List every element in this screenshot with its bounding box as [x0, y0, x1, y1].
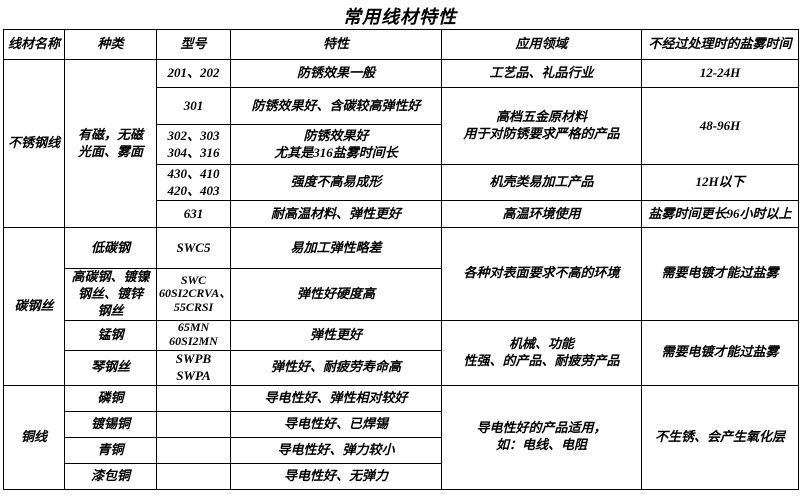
- model-cell: [156, 410, 231, 438]
- table-row: 琴钢丝 SWPB SWPA 弹性好、耐疲劳寿命高: [4, 349, 799, 386]
- model-cell: [156, 462, 231, 490]
- page-title: 常用线材特性: [343, 7, 457, 27]
- table-row: 镀锡铜 导电性好、已焊锡: [4, 410, 799, 438]
- table-row: 锰钢 65MN 60SI2MN 弹性更好 机械、功能 性强、的产品、耐疲劳产品 …: [4, 319, 799, 386]
- model-cell: [156, 436, 231, 464]
- trait-cell: 耐高温材料、弹性更好: [230, 200, 442, 228]
- application-cell: 高温环境使用: [441, 200, 642, 228]
- header-material: 线材名称: [3, 29, 65, 60]
- model-cell: SWC5: [156, 227, 231, 269]
- model-cell: 201、202: [156, 59, 231, 88]
- type-cell: 漆包铜: [64, 462, 157, 490]
- type-cell: 琴钢丝: [64, 349, 157, 386]
- header-trait: 特性: [230, 29, 442, 60]
- trait-cell: 弹性更好: [230, 319, 442, 351]
- trait-cell: 防锈效果好、含碳较高弹性好: [230, 87, 442, 125]
- application-cell: 各种对表面要求不高的环境: [441, 227, 642, 321]
- type-cell: 高碳钢、镀镍 钢丝、镀锌 钢丝: [64, 268, 157, 321]
- trait-cell: 防锈效果一般: [230, 59, 442, 88]
- table-row: 430、410 420、403 强度不高易成形 机壳类易加工产品 12H以下: [4, 164, 799, 201]
- table-row: 高碳钢、镀镍 钢丝、镀锌 钢丝 SWC 60SI2CRVA、 55CRSI 弹性…: [4, 268, 799, 321]
- table-row: 302、303 304、316 防锈效果好 尤其是316盐雾时间长: [4, 124, 799, 165]
- trait-cell: 防锈效果好 尤其是316盐雾时间长: [230, 124, 442, 165]
- header-salt-spray: 不经过处理时的盐雾时间: [641, 29, 799, 60]
- type-cell: 磷铜: [64, 384, 157, 412]
- model-cell: 301: [156, 87, 231, 125]
- trait-cell: 弹性好硬度高: [230, 268, 442, 321]
- salt-spray-cell: 需要电镀才能过盐雾: [641, 227, 799, 321]
- table-row: 631 耐高温材料、弹性更好 高温环境使用 盐雾时间更长96小时以上: [4, 200, 799, 228]
- type-cell: 低碳钢: [64, 227, 157, 269]
- model-cell: [156, 384, 231, 412]
- header-application: 应用领域: [441, 29, 642, 60]
- material-cell: 碳钢丝: [3, 227, 65, 386]
- salt-spray-cell: 不生锈、会产生氧化层: [641, 384, 799, 490]
- model-cell: 65MN 60SI2MN: [156, 319, 231, 351]
- type-cell: 青铜: [64, 436, 157, 464]
- header-row: 线材名称 种类 型号 特性 应用领域 不经过处理时的盐雾时间: [3, 29, 799, 60]
- model-cell: 302、303 304、316: [156, 124, 231, 165]
- wire-spec-table: 线材名称 种类 型号 特性 应用领域 不经过处理时的盐雾时间 不锈钢线 有磁，无…: [3, 29, 799, 490]
- application-cell: 工艺品、礼品行业: [441, 59, 642, 88]
- table-row: 301 防锈效果好、含碳较高弹性好 高档五金原材料 用于对防锈要求严格的产品 4…: [4, 87, 799, 165]
- salt-spray-cell: 12-24H: [641, 59, 799, 88]
- trait-cell: 导电性好、无弹力: [230, 462, 442, 490]
- trait-cell: 导电性好、已焊锡: [230, 410, 442, 438]
- type-cell: 镀锡铜: [64, 410, 157, 438]
- type-cell: 有磁，无磁 光面、雾面: [64, 59, 157, 228]
- model-cell: SWPB SWPA: [156, 349, 231, 386]
- trait-cell: 弹性好、耐疲劳寿命高: [230, 349, 442, 386]
- application-cell: 机壳类易加工产品: [441, 164, 642, 201]
- header-model: 型号: [156, 29, 231, 60]
- material-cell: 不锈钢线: [3, 59, 65, 228]
- header-type: 种类: [64, 29, 157, 60]
- trait-cell: 导电性好、弹性相对较好: [230, 384, 442, 412]
- table-row: 青铜 导电性好、弹力较小: [4, 436, 799, 464]
- model-cell: SWC 60SI2CRVA、 55CRSI: [156, 268, 231, 321]
- application-cell: 导电性好的产品适用， 如：电线、电阻: [441, 384, 642, 490]
- table-row: 漆包铜 导电性好、无弹力: [4, 462, 799, 490]
- salt-spray-cell: 48-96H: [641, 87, 799, 165]
- trait-cell: 易加工弹性略差: [230, 227, 442, 269]
- application-cell: 机械、功能 性强、的产品、耐疲劳产品: [441, 319, 642, 386]
- application-cell: 高档五金原材料 用于对防锈要求严格的产品: [441, 87, 642, 165]
- type-cell: 锰钢: [64, 319, 157, 351]
- salt-spray-cell: 盐雾时间更长96小时以上: [641, 200, 799, 228]
- salt-spray-cell: 需要电镀才能过盐雾: [641, 319, 799, 386]
- material-cell: 铜线: [3, 384, 65, 490]
- table-row: 不锈钢线 有磁，无磁 光面、雾面 201、202 防锈效果一般 工艺品、礼品行业…: [3, 59, 799, 228]
- table-row: 碳钢丝 低碳钢 SWC5 易加工弹性略差 各种对表面要求不高的环境 需要电镀才能…: [3, 227, 799, 386]
- trait-cell: 强度不高易成形: [230, 164, 442, 201]
- salt-spray-cell: 12H以下: [641, 164, 799, 201]
- trait-cell: 导电性好、弹力较小: [230, 436, 442, 464]
- table-row: 铜线 磷铜 导电性好、弹性相对较好 导电性好的产品适用， 如：电线、电阻 不生锈…: [3, 384, 799, 490]
- model-cell: 631: [156, 200, 231, 228]
- model-cell: 430、410 420、403: [156, 164, 231, 201]
